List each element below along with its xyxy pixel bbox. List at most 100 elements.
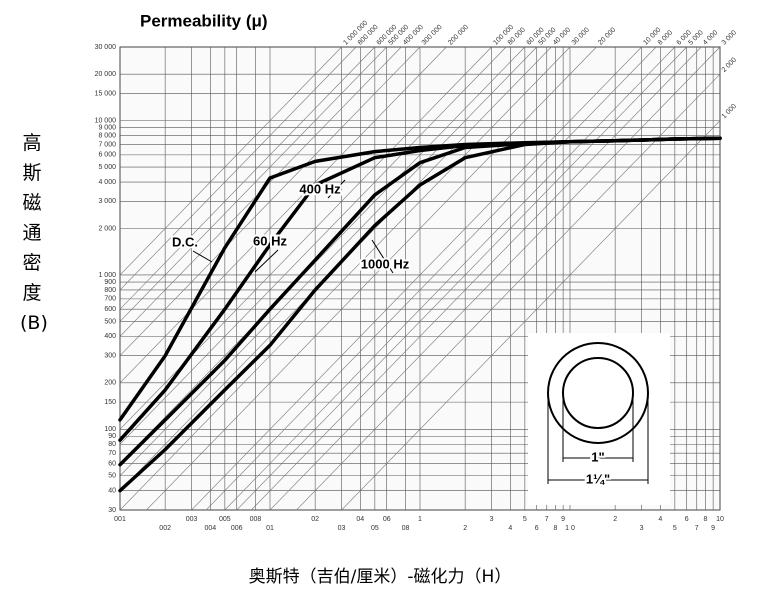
y-tick-label: 400 — [104, 333, 116, 340]
permeability-line — [269, 46, 721, 511]
permeability-line — [205, 46, 657, 511]
x-tick-label: 01 — [266, 525, 274, 532]
series-leader — [327, 179, 346, 199]
permeability-label: 20 000 — [597, 27, 617, 47]
series-label: D.C. — [172, 234, 198, 249]
permeability-label: 4 000 — [702, 29, 719, 46]
permeability-line — [236, 46, 687, 511]
y-tick-label: 600 — [104, 306, 116, 313]
y-tick-label: 3 000 — [98, 198, 116, 205]
y-tick-label: 5 000 — [98, 164, 116, 171]
permeability-line — [119, 46, 357, 291]
y-tick-label: 90 — [108, 433, 116, 440]
y-tick-label: 80 — [108, 441, 116, 448]
permeability-label: 300 000 — [421, 24, 444, 47]
x-tick-label: 2 — [613, 516, 617, 523]
x-tick-label: 9 — [711, 525, 715, 532]
x-tick-label: 04 — [356, 516, 364, 523]
x-tick-label: 003 — [186, 516, 198, 523]
x-tick-label: 5 — [523, 516, 527, 523]
y-tick-label: 60 — [108, 460, 116, 467]
permeability-line — [191, 46, 642, 511]
outer-diameter-label: 1¼" — [586, 471, 610, 486]
y-tick-label: 30 — [108, 507, 116, 514]
y-tick-label: 300 — [104, 353, 116, 360]
permeability-line — [296, 73, 721, 511]
y-tick-label: 70 — [108, 450, 116, 457]
series-label: 60 Hz — [253, 233, 287, 248]
x-tick-label: 05 — [371, 525, 379, 532]
x-tick-label: 2 — [463, 525, 467, 532]
y-tick-label: 20 000 — [95, 71, 117, 78]
x-tick-label: 5 — [673, 525, 677, 532]
permeability-line — [119, 46, 342, 276]
chart-title: Permeability (μ) — [140, 11, 268, 30]
series-leader — [371, 239, 394, 274]
x-tick-label: 06 — [383, 516, 391, 523]
x-tick-label: 02 — [311, 516, 319, 523]
y-tick-label: 150 — [104, 399, 116, 406]
y-tick-label: 900 — [104, 279, 116, 286]
x-tick-label: 8 — [704, 516, 708, 523]
permeability-label: 2 000 — [721, 56, 738, 73]
permeability-line — [341, 120, 721, 511]
y-tick-label: 50 — [108, 473, 116, 480]
y-tick-label: 8 000 — [98, 132, 116, 139]
y-tick-label: 100 — [104, 426, 116, 433]
y-axis-label: 高斯 磁通密度 (B) — [20, 132, 48, 334]
inset-box — [528, 333, 670, 505]
y-tick-label: 200 — [104, 380, 116, 387]
x-tick-label: 7 — [695, 525, 699, 532]
x-tick-label: 08 — [402, 525, 410, 532]
permeability-line — [119, 46, 571, 511]
permeability-label: 1 000 — [721, 103, 738, 120]
permeability-line — [119, 46, 376, 310]
x-tick-label: 03 — [338, 525, 346, 532]
x-tick-label: 6 — [535, 525, 539, 532]
y-tick-label: 4 000 — [98, 179, 116, 186]
series-line — [118, 136, 722, 493]
permeability-line — [119, 46, 507, 445]
y-tick-label: 7 000 — [98, 141, 116, 148]
series-label: 1000 Hz — [361, 256, 410, 271]
x-tick-label: 10 — [716, 516, 724, 523]
permeability-line — [251, 46, 702, 511]
y-tick-label: 700 — [104, 296, 116, 303]
y-tick-label: 6 000 — [98, 152, 116, 159]
x-tick-label: 002 — [159, 525, 171, 532]
y-tick-label: 1 000 — [98, 272, 116, 279]
permeability-label: 3 000 — [721, 29, 738, 46]
y-tick-label: 800 — [104, 287, 116, 294]
x-tick-label: 9 — [561, 516, 565, 523]
x-axis-label: 奥斯特（吉伯/厘米）-磁化力（H） — [249, 567, 512, 587]
series-leader — [254, 249, 279, 273]
y-tick-label: 10 000 — [95, 117, 117, 124]
y-tick-label: 15 000 — [95, 90, 117, 97]
x-tick-label: 3 — [640, 525, 644, 532]
series-leader — [192, 250, 213, 263]
y-tick-label: 500 — [104, 318, 116, 325]
x-tick-label: 005 — [219, 516, 231, 523]
x-tick-label: 3 — [490, 516, 494, 523]
x-tick-label: 4 — [508, 525, 512, 532]
x-tick-label: 4 — [658, 516, 662, 523]
x-tick-label: 7 — [545, 516, 549, 523]
x-tick-label: 001 — [114, 516, 126, 523]
permeability-label: 30 000 — [571, 27, 591, 47]
permeability-line — [119, 46, 526, 464]
permeability-line — [224, 46, 676, 511]
x-tick-label: 006 — [231, 525, 243, 532]
permeability-label: 200 000 — [447, 24, 470, 47]
permeability-line — [119, 46, 447, 384]
y-tick-label: 2 000 — [98, 225, 116, 232]
core-diagram: 1" 1¼" — [528, 333, 670, 505]
x-tick-label: 004 — [204, 525, 216, 532]
y-tick-label: 30 000 — [95, 44, 117, 51]
permeability-line — [119, 46, 421, 356]
series-label: 400 Hz — [299, 181, 341, 196]
y-tick-label: 9 000 — [98, 125, 116, 132]
inner-diameter-label: 1" — [591, 449, 604, 464]
x-tick-label: 008 — [250, 516, 262, 523]
